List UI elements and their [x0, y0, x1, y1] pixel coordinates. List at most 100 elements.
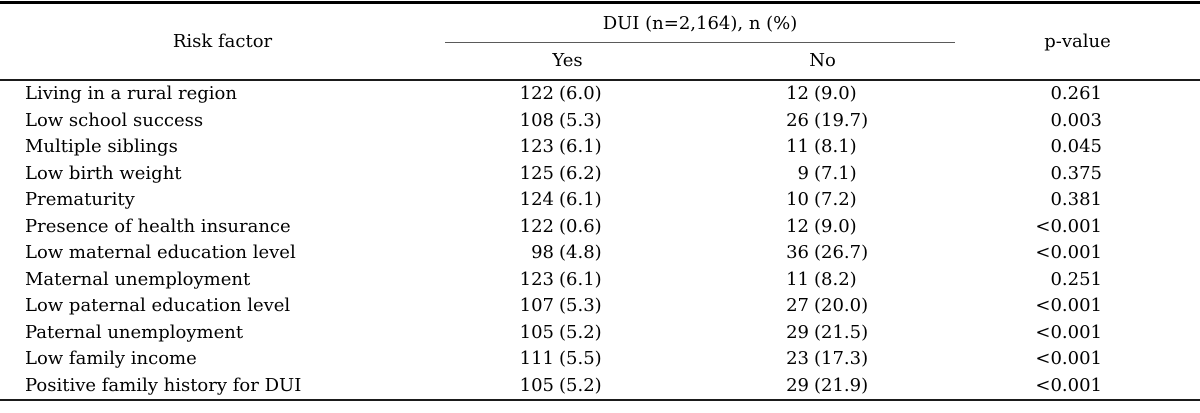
dui-yes-cell: 105 (5.2) — [445, 319, 690, 346]
percent-value: (8.2) — [814, 268, 857, 290]
column-header-risk-factor: Risk factor — [172, 30, 273, 52]
dui-yes-cell: 111 (5.5) — [445, 346, 690, 373]
p-value-cell: 0.045 — [1050, 136, 1102, 158]
percent-value: (4.8) — [559, 242, 602, 264]
risk-factor-cell: Maternal unemployment — [25, 268, 251, 290]
p-value-cell: 0.261 — [1050, 83, 1102, 105]
dui-no-cell: 10 (7.2) — [690, 187, 955, 214]
dui-no-cell: 29 (21.9) — [690, 372, 955, 400]
count-percent-group: 105 (5.2) — [518, 322, 617, 343]
count-value: 9 — [797, 162, 809, 184]
percent-value: (19.7) — [814, 109, 869, 131]
header-row-subcolumns: Yes No — [0, 43, 1200, 80]
header-row-group: Risk factor DUI (n=2,164), n (%) p-value — [0, 2, 1200, 52]
table-row: Low paternal education level 107 (5.3) 27… — [0, 293, 1200, 320]
count-value: 108 — [519, 109, 554, 131]
count-percent-group: 124 (6.1) — [518, 189, 617, 210]
dui-no-cell: 12 (9.0) — [690, 80, 955, 108]
risk-factor-cell: Prematurity — [25, 189, 135, 211]
p-value-cell: 0.003 — [1050, 109, 1102, 131]
dui-no-cell: 11 (8.1) — [690, 134, 955, 161]
count-percent-group: 29 (21.9) — [773, 375, 872, 396]
dui-no-cell: 11 (8.2) — [690, 266, 955, 293]
dui-yes-cell: 108 (5.3) — [445, 107, 690, 134]
table-row: Living in a rural region 122 (6.0) 12 (9.0… — [0, 80, 1200, 108]
table-row: Low birth weight 125 (6.2) 9 (7.1) 0.375 — [0, 160, 1200, 187]
table-row: Low family income 111 (5.5) 23 (17.3) <0.0… — [0, 346, 1200, 373]
table-header: Risk factor DUI (n=2,164), n (%) p-value… — [0, 2, 1200, 80]
dui-yes-cell: 124 (6.1) — [445, 187, 690, 214]
count-percent-group: 105 (5.2) — [518, 375, 617, 396]
dui-yes-cell: 123 (6.1) — [445, 266, 690, 293]
risk-factor-cell: Low birth weight — [25, 162, 182, 184]
count-value: 98 — [531, 242, 554, 264]
percent-value: (6.0) — [559, 83, 602, 105]
count-percent-group: 125 (6.2) — [518, 163, 617, 184]
count-percent-group: 111 (5.5) — [518, 348, 617, 369]
dui-no-cell: 9 (7.1) — [690, 160, 955, 187]
count-percent-group: 11 (8.2) — [773, 269, 872, 290]
percent-value: (17.3) — [814, 348, 869, 370]
count-value: 123 — [519, 268, 554, 290]
p-value-cell: <0.001 — [1035, 295, 1102, 317]
dui-no-cell: 12 (9.0) — [690, 213, 955, 240]
p-value-cell: 0.251 — [1050, 268, 1102, 290]
percent-value: (5.2) — [559, 374, 602, 396]
count-value: 27 — [786, 295, 809, 317]
dui-yes-cell: 122 (6.0) — [445, 80, 690, 108]
count-value: 23 — [786, 348, 809, 370]
risk-factor-cell: Positive family history for DUI — [25, 374, 302, 396]
count-value: 105 — [519, 321, 554, 343]
percent-value: (21.5) — [814, 321, 869, 343]
table-row: Positive family history for DUI 105 (5.2)… — [0, 372, 1200, 400]
dui-yes-cell: 107 (5.3) — [445, 293, 690, 320]
count-percent-group: 123 (6.1) — [518, 136, 617, 157]
dui-yes-cell: 123 (6.1) — [445, 134, 690, 161]
p-value-cell: <0.001 — [1035, 242, 1102, 264]
risk-factor-cell: Low school success — [25, 109, 204, 131]
count-percent-group: 12 (9.0) — [773, 83, 872, 104]
count-percent-group: 9 (7.1) — [773, 163, 872, 184]
table-row: Low maternal education level 98 (4.8) 36(… — [0, 240, 1200, 267]
percent-value: (9.0) — [814, 215, 857, 237]
percent-value: (8.1) — [814, 136, 857, 158]
count-percent-group: 107 (5.3) — [518, 295, 617, 316]
dui-no-cell: 23 (17.3) — [690, 346, 955, 373]
column-header-no: No — [809, 50, 836, 72]
count-value: 107 — [519, 295, 554, 317]
percent-value: (7.2) — [814, 189, 857, 211]
count-percent-group: 122 (6.0) — [518, 83, 617, 104]
p-value-cell: <0.001 — [1035, 321, 1102, 343]
percent-value: (0.6) — [559, 215, 602, 237]
dui-yes-cell: 98 (4.8) — [445, 240, 690, 267]
percent-value: (5.2) — [559, 321, 602, 343]
count-percent-group: 26 (19.7) — [773, 110, 872, 131]
table-row: Presence of health insurance 122 (0.6) 12… — [0, 213, 1200, 240]
count-value: 10 — [786, 189, 809, 211]
column-header-yes: Yes — [552, 50, 583, 72]
count-value: 11 — [786, 136, 809, 158]
p-value-cell: <0.001 — [1035, 374, 1102, 396]
count-percent-group: 108 (5.3) — [518, 110, 617, 131]
count-value: 125 — [519, 162, 554, 184]
count-value: 11 — [786, 268, 809, 290]
p-value-cell: <0.001 — [1035, 348, 1102, 370]
percent-value: (20.0) — [814, 295, 869, 317]
percent-value: (6.1) — [559, 189, 602, 211]
dui-yes-cell: 125 (6.2) — [445, 160, 690, 187]
percent-value: (6.1) — [559, 136, 602, 158]
count-value: 122 — [519, 215, 554, 237]
count-value: 124 — [519, 189, 554, 211]
count-value: 12 — [786, 215, 809, 237]
count-percent-group: 123 (6.1) — [518, 269, 617, 290]
p-value-cell: 0.381 — [1050, 189, 1102, 211]
table-row: Low school success 108 (5.3) 26 (19.7) 0.0… — [0, 107, 1200, 134]
p-value-cell: 0.375 — [1050, 162, 1102, 184]
percent-value: (6.2) — [559, 162, 602, 184]
count-value: 36 — [786, 242, 809, 264]
percent-value: (26.7) — [814, 242, 869, 264]
percent-value: (5.5) — [559, 348, 602, 370]
dui-no-cell: 29 (21.5) — [690, 319, 955, 346]
risk-factor-cell: Low family income — [25, 348, 197, 370]
count-value: 123 — [519, 136, 554, 158]
